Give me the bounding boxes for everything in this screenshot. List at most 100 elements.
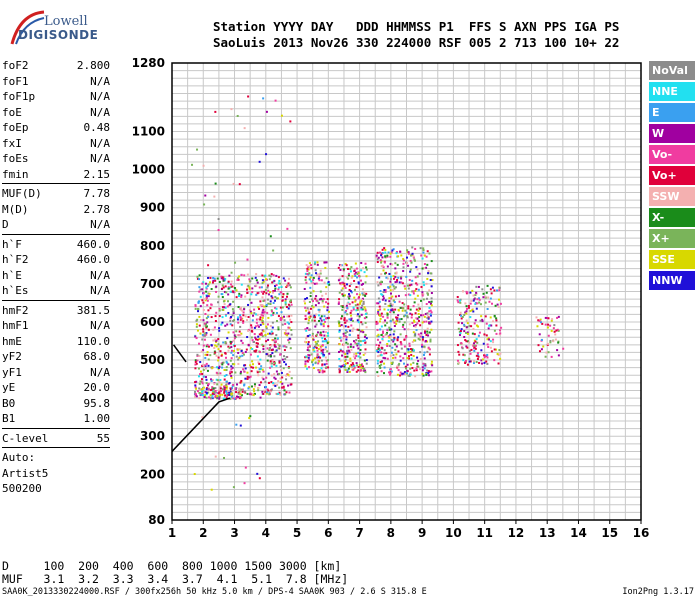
- echo-point: [473, 322, 476, 325]
- echo-point: [380, 334, 383, 337]
- echo-point: [381, 248, 384, 251]
- echo-point: [390, 362, 393, 365]
- echo-point: [211, 391, 214, 394]
- echo-point: [277, 328, 280, 331]
- echo-point: [270, 381, 273, 384]
- echo-point: [466, 340, 469, 343]
- echo-point: [319, 347, 322, 350]
- echo-point: [201, 394, 204, 397]
- divider: [2, 299, 110, 301]
- echo-point: [304, 314, 307, 317]
- echo-point: [380, 370, 383, 373]
- echo-point: [219, 372, 222, 375]
- echo-point: [217, 395, 220, 398]
- echo-point: [272, 384, 275, 387]
- echo-point: [456, 299, 459, 302]
- echo-point: [397, 255, 400, 258]
- x-tick-label: 15: [601, 526, 618, 540]
- echo-point: [462, 290, 465, 293]
- echo-point: [267, 302, 270, 305]
- echo-point: [478, 361, 481, 364]
- echo-point: [202, 281, 205, 284]
- x-tick-label: 5: [293, 526, 301, 540]
- echo-point: [430, 285, 433, 288]
- echo-point: [275, 334, 278, 337]
- echo-point: [307, 268, 310, 271]
- echo-point: [355, 342, 358, 345]
- echo-point: [270, 333, 273, 336]
- echo-point: [387, 286, 390, 289]
- echo-point: [237, 392, 240, 395]
- echo-point: [395, 320, 398, 323]
- echo-point: [392, 311, 395, 314]
- echo-point: [282, 385, 285, 388]
- echo-point: [389, 255, 392, 258]
- echo-point: [221, 306, 224, 309]
- echo-point: [307, 341, 310, 344]
- echo-point: [231, 362, 234, 365]
- echo-point: [237, 358, 240, 361]
- echo-point: [475, 338, 478, 341]
- echo-point: [243, 274, 246, 277]
- echo-point: [303, 300, 306, 303]
- echo-point: [269, 362, 272, 365]
- param-key: foEp: [2, 121, 29, 134]
- y-tick-label: 300: [140, 429, 165, 443]
- echo-point: [421, 372, 424, 375]
- echo-point: [250, 370, 253, 373]
- echo-point: [327, 366, 330, 369]
- echo-point: [230, 349, 233, 352]
- echo-point: [535, 316, 538, 319]
- echo-point: [469, 310, 472, 313]
- echo-point: [231, 366, 234, 369]
- echo-point: [306, 327, 309, 330]
- echo-point: [246, 273, 249, 276]
- echo-point: [312, 338, 315, 341]
- echo-point: [470, 299, 473, 302]
- echo-point: [261, 390, 264, 393]
- echo-point: [285, 391, 288, 394]
- echo-point: [414, 289, 417, 292]
- echo-point: [205, 296, 208, 299]
- param-value: N/A: [90, 319, 110, 332]
- echo-point: [256, 281, 259, 284]
- echo-point: [323, 340, 326, 343]
- echo-point: [423, 254, 426, 257]
- param-row: MUF(D) 7.78: [2, 186, 110, 202]
- echo-point: [310, 281, 313, 284]
- echo-point: [325, 301, 328, 304]
- echo-point: [202, 344, 205, 347]
- echo-point: [472, 347, 475, 350]
- echo-point: [341, 315, 344, 318]
- echo-point: [399, 359, 402, 362]
- echo-point: [407, 348, 410, 351]
- echo-point: [347, 325, 350, 328]
- echo-point: [261, 279, 264, 282]
- echo-point: [403, 352, 406, 355]
- echo-point: [379, 341, 382, 344]
- echo-point: [482, 296, 485, 299]
- echo-point: [239, 381, 242, 384]
- echo-point: [268, 391, 271, 394]
- echo-point: [227, 287, 230, 290]
- echo-point: [482, 292, 485, 295]
- echo-point: [278, 386, 281, 389]
- echo-point: [204, 391, 207, 394]
- echo-point: [321, 298, 324, 301]
- echo-point: [198, 382, 201, 385]
- echo-point: [195, 325, 198, 328]
- echo-point: [306, 367, 309, 370]
- echo-point: [350, 348, 353, 351]
- echo-point: [387, 251, 390, 254]
- echo-point: [265, 385, 268, 388]
- echo-point: [288, 284, 291, 287]
- echo-point: [422, 293, 425, 296]
- echo-point: [375, 254, 378, 257]
- echo-point: [284, 332, 287, 335]
- echo-point: [395, 345, 398, 348]
- echo-point: [387, 304, 390, 307]
- echo-point: [289, 299, 292, 302]
- echo-point: [380, 265, 383, 268]
- echo-point: [465, 307, 468, 310]
- echo-point: [224, 342, 227, 345]
